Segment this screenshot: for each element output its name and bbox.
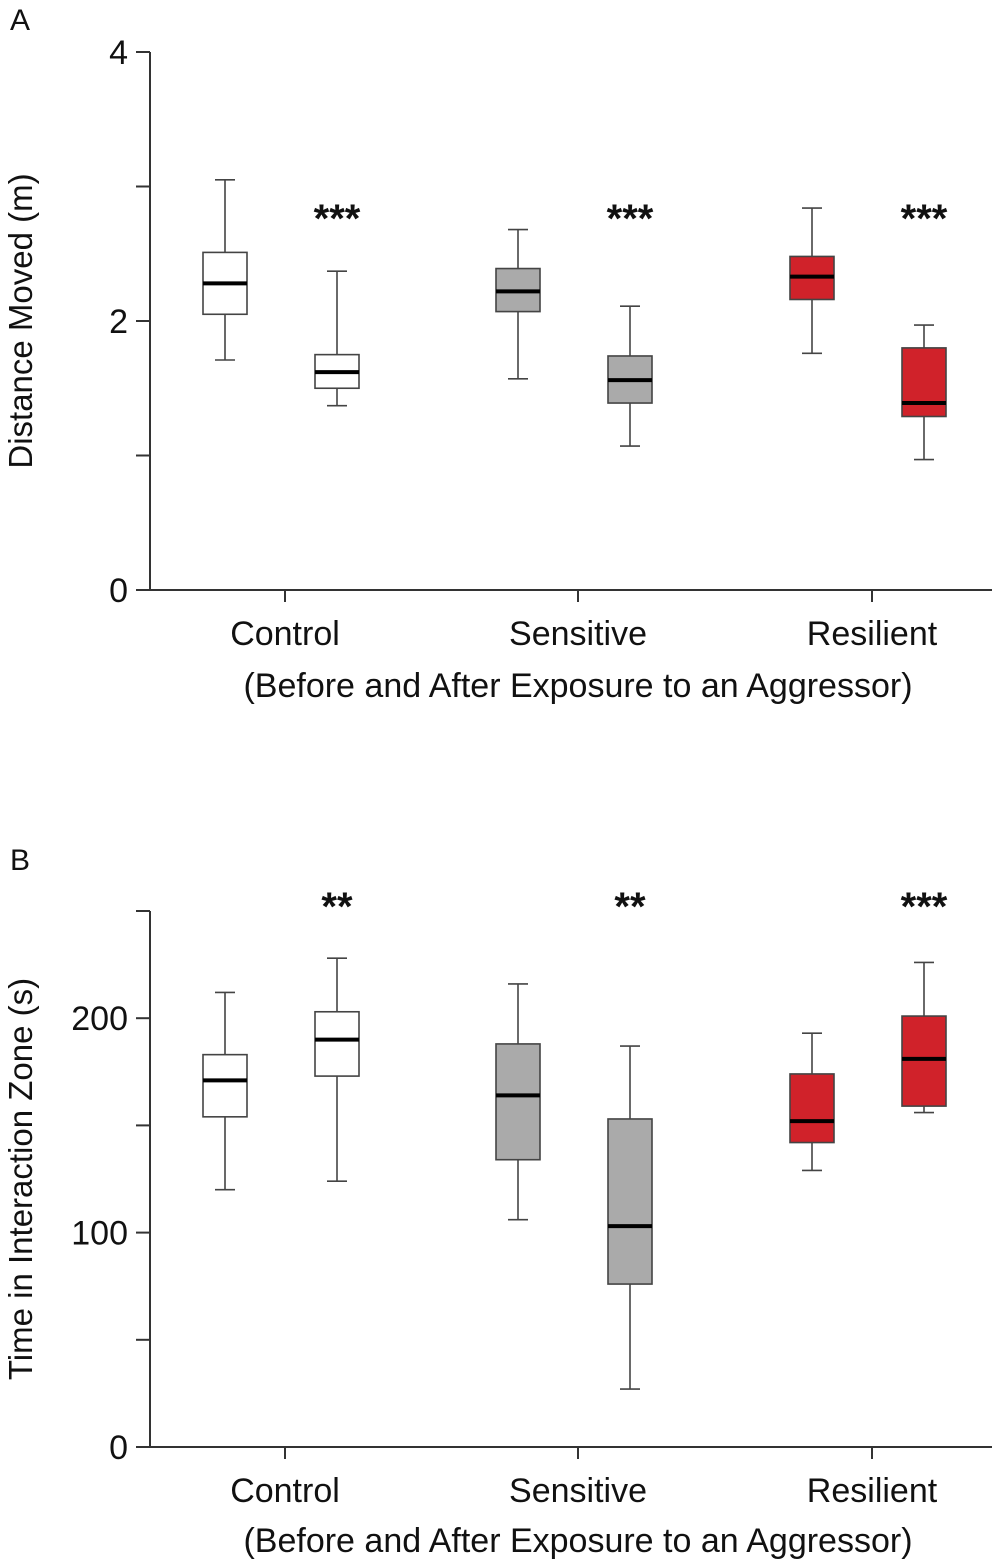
panel-letter-b: B (10, 844, 30, 877)
significance-marker: *** (901, 197, 948, 241)
y-axis-title: Time in Interaction Zone (s) (2, 978, 39, 1380)
y-tick-label: 2 (109, 303, 128, 341)
box-control-after (314, 957, 360, 1182)
category-label-control: Control (230, 615, 340, 653)
category-label-control: Control (230, 1472, 340, 1510)
box-resilient-before (789, 207, 835, 355)
y-tick-label: 200 (71, 1000, 128, 1038)
box-iqr (607, 1118, 653, 1285)
significance-marker: *** (607, 197, 654, 241)
box-resilient-after (901, 324, 947, 461)
box-iqr (314, 1010, 360, 1077)
panel-b-interaction-time: B 0 100 200 Time in Interaction Zone (s) Con… (2, 844, 992, 1560)
y-axis-title: Distance Moved (m) (2, 173, 39, 468)
x-axis-title: (Before and After Exposure to an Aggress… (243, 667, 912, 705)
y-tick-label: 4 (109, 34, 128, 72)
box-resilient-after (901, 961, 947, 1114)
significance-marker: ** (614, 885, 646, 929)
box-sensitive-after (607, 305, 653, 447)
panel-letter-a: A (10, 4, 30, 37)
category-label-resilient: Resilient (807, 615, 938, 653)
box-iqr (901, 1015, 947, 1107)
x-axis-title: (Before and After Exposure to an Aggress… (243, 1522, 912, 1560)
category-label-resilient: Resilient (807, 1472, 938, 1510)
y-tick-label: 0 (109, 1429, 128, 1467)
significance-marker: *** (314, 197, 361, 241)
y-tick-label: 100 (71, 1215, 128, 1253)
category-label-sensitive: Sensitive (509, 1472, 647, 1510)
box-resilient-before (789, 1032, 835, 1172)
significance-marker: *** (901, 885, 948, 929)
box-sensitive-before (495, 228, 541, 380)
box-iqr (202, 1053, 248, 1118)
box-sensitive-after (607, 1045, 653, 1390)
significance-marker: ** (321, 885, 353, 929)
panel-a-distance-moved: A 0 2 4 Distance Moved (m) Control *** Sensiti… (2, 4, 992, 705)
y-tick-label: 0 (109, 572, 128, 610)
box-iqr (901, 347, 947, 418)
box-sensitive-before (495, 983, 541, 1221)
box-iqr (495, 1043, 541, 1161)
category-label-sensitive: Sensitive (509, 615, 647, 653)
box-iqr (789, 1073, 835, 1144)
box-control-before (202, 991, 248, 1191)
box-control-after (314, 270, 360, 407)
box-control-before (202, 178, 248, 361)
